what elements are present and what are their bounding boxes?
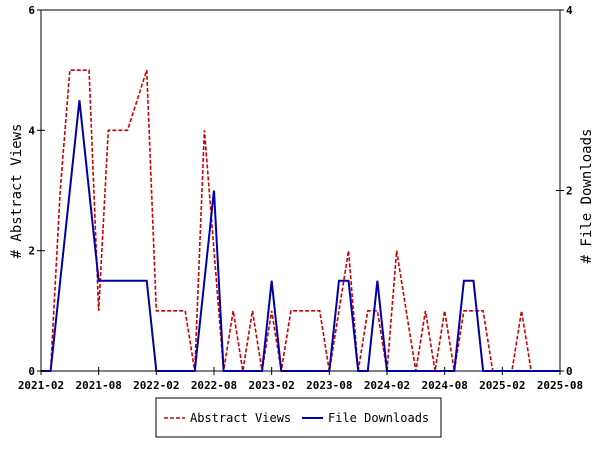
y-axis-left-title: # Abstract Views: [9, 124, 25, 259]
x-tick-label: 2022-02: [133, 379, 179, 392]
legend: Abstract Views File Downloads: [155, 397, 442, 438]
x-tick-label: 2023-02: [248, 379, 294, 392]
y-left-tick-label: 6: [28, 4, 35, 17]
series-line-file-downloads: [41, 100, 560, 372]
x-tick-label: 2025-08: [537, 379, 583, 392]
x-tick-label: 2024-08: [421, 379, 467, 392]
x-tick-label: 2024-02: [364, 379, 410, 392]
x-tick-label: 2021-02: [18, 379, 64, 392]
y-left-tick-label: 2: [28, 245, 35, 258]
x-tick-label: 2022-08: [191, 379, 237, 392]
legend-label: Abstract Views: [190, 411, 291, 425]
x-tick-label: 2021-08: [75, 379, 121, 392]
x-tick-label: 2025-02: [479, 379, 525, 392]
y-right-tick-label: 2: [566, 185, 573, 198]
legend-label: File Downloads: [328, 411, 429, 425]
y-right-tick-label: 4: [566, 4, 573, 17]
x-tick-label: 2023-08: [306, 379, 352, 392]
y-left-tick-label: 4: [28, 124, 35, 137]
y-axis-right-title: # File Downloads: [579, 129, 595, 264]
axes-layer: 0 2 4 6 0 2 4 2021-02 2021-08 2022-02 2022-08 2023-…: [18, 4, 583, 392]
y-right-tick-label: 0: [566, 365, 573, 378]
y-left-tick-label: 0: [28, 365, 35, 378]
legend-box: [155, 397, 442, 438]
series-line-abstract-views: [41, 69, 560, 372]
series-layer: [41, 69, 560, 372]
